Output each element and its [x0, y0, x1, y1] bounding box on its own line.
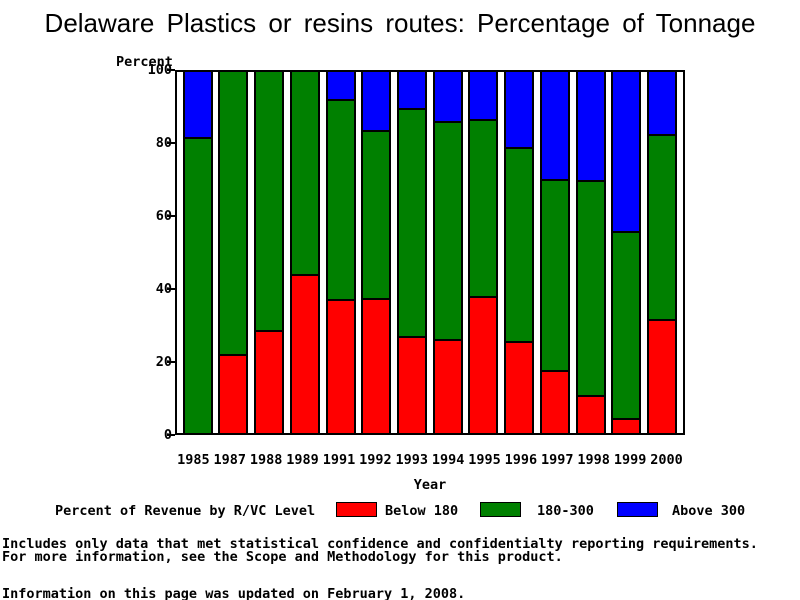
bar-segment-180-300 [184, 136, 211, 433]
y-tick-mark [167, 288, 175, 290]
y-tick-label: 20 [155, 354, 172, 370]
bar-segment-above-300 [613, 72, 640, 231]
footnote-line-2: For more information, see the Scope and … [2, 549, 563, 565]
bar-segment-above-300 [541, 72, 568, 179]
bar-2000 [647, 72, 678, 433]
bar-segment-below-180 [291, 273, 318, 433]
bar-segment-below-180 [649, 318, 676, 433]
x-tick-label: 1992 [359, 452, 392, 468]
bar-segment-180-300 [541, 178, 568, 370]
bar-segment-below-180 [399, 336, 426, 433]
y-tick-label: 60 [155, 208, 172, 224]
y-tick-mark [167, 361, 175, 363]
bar-1988 [254, 72, 285, 433]
x-tick-label: 1993 [395, 452, 428, 468]
y-tick-label: 40 [155, 281, 172, 297]
x-tick-label: 1998 [577, 452, 610, 468]
bar-segment-180-300 [577, 179, 604, 395]
bar-segment-below-180 [577, 394, 604, 433]
chart-title: Delaware Plastics or resins routes: Perc… [44, 8, 756, 38]
x-tick-label: 2000 [650, 452, 683, 468]
bar-1985 [182, 72, 213, 433]
bar-segment-180-300 [470, 119, 497, 297]
bar-segment-above-300 [649, 72, 676, 135]
legend-label-180-300: 180-300 [537, 503, 594, 519]
bar-segment-above-300 [399, 72, 426, 108]
bar-segment-below-180 [220, 354, 247, 433]
bar-segment-180-300 [256, 72, 283, 331]
y-tick-mark [167, 434, 175, 436]
bar-1998 [575, 72, 606, 433]
bar-1989 [289, 72, 320, 433]
legend-label-below-180: Below 180 [385, 503, 459, 519]
update-note: Information on this page was updated on … [2, 586, 466, 600]
bar-segment-below-180 [470, 296, 497, 434]
legend-swatch-below-180 [336, 502, 377, 517]
x-tick-label: 1991 [322, 452, 356, 468]
y-tick-label: 0 [115, 427, 172, 443]
bar-segment-below-180 [256, 330, 283, 433]
bar-segment-180-300 [649, 134, 676, 319]
x-tick-label: 1997 [541, 452, 574, 468]
bar-1993 [397, 72, 428, 433]
y-axis-label: Percent [116, 54, 173, 70]
bar-segment-180-300 [327, 99, 354, 300]
bar-1999 [611, 72, 642, 433]
bar-1996 [504, 72, 535, 433]
bar-segment-180-300 [291, 72, 318, 274]
bar-segment-below-180 [541, 369, 568, 433]
bar-segment-above-300 [327, 72, 354, 100]
bar-1994 [432, 72, 463, 433]
bar-segment-below-180 [363, 298, 390, 433]
bar-1992 [361, 72, 392, 433]
bars [177, 72, 683, 434]
y-tick-mark [167, 215, 175, 217]
bar-segment-above-300 [363, 72, 390, 131]
bar-segment-180-300 [363, 130, 390, 299]
bar-segment-above-300 [184, 72, 211, 137]
bar-1997 [539, 72, 570, 433]
bar-1995 [468, 72, 499, 434]
legend-swatch-180-300 [480, 502, 521, 517]
y-tick-label: 80 [155, 135, 172, 151]
bar-segment-below-180 [613, 417, 640, 433]
bar-segment-180-300 [434, 120, 461, 340]
x-tick-label: 1988 [249, 452, 283, 468]
y-tick-label: 100 [147, 62, 172, 78]
x-tick-label: 1989 [286, 452, 319, 468]
bar-segment-180-300 [399, 107, 426, 337]
y-tick-mark [167, 142, 175, 144]
y-tick-mark [167, 69, 175, 71]
bar-segment-180-300 [506, 146, 533, 341]
x-tick-label: 1995 [468, 452, 501, 468]
bar-segment-above-300 [506, 72, 533, 147]
x-tick-label: 1994 [431, 452, 465, 468]
legend-title: Percent of Revenue by R/VC Level [55, 503, 316, 519]
bar-1987 [218, 72, 249, 433]
bar-segment-below-180 [434, 339, 461, 433]
plot-area [175, 70, 685, 435]
legend-label-above-300: Above 300 [672, 503, 746, 519]
x-tick-label: 1996 [504, 452, 538, 468]
x-labels: 1985 1987 1988 1989 1991 1992 1993 1994 1995 1996… [175, 452, 685, 468]
bar-segment-above-300 [470, 72, 497, 120]
x-tick-label: 1987 [213, 452, 247, 468]
bar-segment-below-180 [506, 340, 533, 433]
x-axis-label: Year [413, 477, 447, 493]
bar-segment-180-300 [220, 72, 247, 355]
bar-1991 [325, 72, 356, 433]
bar-segment-180-300 [613, 230, 640, 418]
bar-segment-above-300 [577, 72, 604, 180]
bar-segment-above-300 [434, 72, 461, 121]
x-tick-label: 1985 [177, 452, 210, 468]
footnote-line-1: Includes only data that met statistical … [2, 536, 758, 552]
x-tick-label: 1999 [613, 452, 647, 468]
legend-swatch-above-300 [617, 502, 658, 517]
bar-segment-below-180 [327, 299, 354, 433]
